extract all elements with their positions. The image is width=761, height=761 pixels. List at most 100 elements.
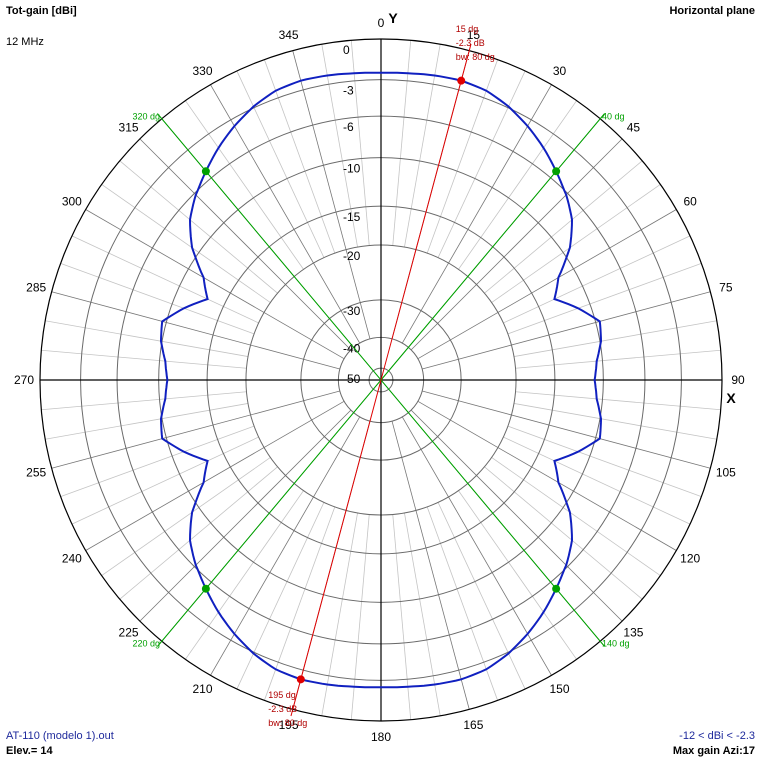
grid-spoke-major: [410, 409, 623, 622]
gain-range: -12 < dBi < -2.3: [679, 730, 755, 742]
grid-spoke-minor: [513, 403, 717, 440]
angle-label: 150: [549, 682, 569, 696]
angle-label: 240: [62, 552, 82, 566]
grid-spoke-minor: [41, 391, 247, 411]
beamwidth-label: 320 dg: [132, 111, 160, 121]
grid-spoke-minor: [119, 160, 278, 294]
grid-spoke-major: [422, 390, 711, 469]
grid-spoke-minor: [503, 436, 691, 525]
angle-label: 75: [719, 281, 733, 295]
grid-spoke-minor: [71, 436, 259, 525]
angle-label: 45: [627, 121, 641, 135]
grid-spoke-minor: [392, 40, 412, 246]
ring-label: -10: [343, 162, 361, 176]
grid-spoke-minor: [404, 44, 441, 248]
angle-label: 120: [680, 552, 700, 566]
grid-spoke-minor: [392, 514, 412, 720]
angle-label: 195: [279, 718, 299, 732]
grid-spoke-minor: [185, 490, 304, 660]
angle-label: 90: [731, 373, 745, 387]
grid-spoke-minor: [426, 506, 499, 701]
y-axis-letter: Y: [388, 10, 398, 26]
beamwidth-label: 140 dg: [602, 639, 630, 649]
grid-spoke-major: [139, 138, 352, 351]
grid-spoke-minor: [458, 100, 577, 270]
grid-spoke-major: [210, 84, 361, 344]
ring-label: 0: [343, 43, 350, 57]
ring-label: -20: [343, 249, 361, 263]
grid-spoke-minor: [458, 490, 577, 660]
grid-spoke-minor: [503, 235, 691, 324]
ring-label: -6: [343, 120, 354, 134]
angle-label: 30: [553, 64, 567, 78]
grid-spoke-minor: [101, 457, 271, 576]
grid-spoke-minor: [437, 502, 526, 690]
grid-spoke-major: [51, 390, 340, 469]
grid-spoke-minor: [513, 320, 717, 357]
ring-label: -30: [343, 304, 361, 318]
grid-spoke-minor: [350, 40, 370, 246]
grid-spoke-major: [210, 416, 361, 676]
grid-spoke-minor: [404, 512, 441, 716]
grid-spoke-minor: [71, 235, 259, 324]
grid-spoke-minor: [263, 59, 336, 254]
grid-spoke-minor: [60, 262, 255, 335]
beamwidth-marker: [201, 167, 210, 176]
lobe-gain-label: -2.3 dB: [268, 704, 297, 714]
x-axis-letter: X: [726, 390, 736, 406]
grid-spoke-major: [292, 50, 371, 339]
lobe-marker: [457, 76, 466, 85]
grid-spoke-major: [139, 409, 352, 622]
grid-spoke-major: [417, 209, 677, 360]
ring-label: -15: [343, 210, 361, 224]
grid-spoke-minor: [426, 59, 499, 254]
grid-spoke-minor: [507, 262, 702, 335]
grid-spoke-major: [51, 291, 340, 370]
angle-label: 105: [716, 465, 736, 479]
ring-label: -40: [343, 341, 361, 355]
file-name: AT-110 (modelo 1).out: [6, 730, 114, 742]
grid-spoke-minor: [491, 457, 661, 576]
lobe-marker: [296, 675, 305, 684]
lobe-angle-label: 15 dg: [456, 24, 479, 34]
grid-spoke-minor: [484, 160, 643, 294]
gain-pattern: [159, 71, 603, 689]
angle-label: 330: [192, 64, 212, 78]
angle-label: 15: [467, 28, 481, 42]
grid-spoke-major: [417, 400, 677, 551]
grid-spoke-minor: [437, 70, 526, 258]
angle-label: 345: [279, 28, 299, 42]
angle-label: 165: [463, 718, 483, 732]
angle-label: 225: [119, 625, 139, 639]
grid-spoke-minor: [236, 502, 325, 690]
grid-spoke-major: [401, 416, 552, 676]
grid-spoke-major: [422, 291, 711, 370]
grid-spoke-major: [85, 400, 345, 551]
angle-label: 300: [62, 195, 82, 209]
grid-spoke-minor: [41, 349, 247, 369]
lobe-bw-label: bw: 80 dg: [456, 52, 495, 62]
angle-label: 180: [371, 730, 391, 744]
beamwidth-marker: [201, 584, 210, 593]
lobe-angle-label: 195 dg: [268, 690, 296, 700]
grid-spoke-minor: [101, 184, 271, 303]
grid-spoke-minor: [119, 466, 278, 600]
grid-spoke-major: [391, 421, 470, 710]
grid-spoke-minor: [185, 100, 304, 270]
max-gain-label: Max gain Azi:17: [672, 745, 755, 757]
lobe-bw-label: bw: 80 dg: [268, 718, 307, 728]
frequency-label: 12 MHz: [6, 36, 44, 48]
angle-label: 60: [683, 195, 697, 209]
ring-label: -50: [343, 372, 361, 386]
grid-spoke-major: [401, 84, 552, 344]
grid-spoke-minor: [45, 403, 249, 440]
angle-label: 210: [192, 682, 212, 696]
angle-label: 270: [14, 373, 34, 387]
angle-label: 0: [378, 16, 385, 30]
beamwidth-label: 220 dg: [132, 639, 160, 649]
lobe-gain-label: -2.3 dB: [456, 38, 485, 48]
angle-label: 285: [26, 281, 46, 295]
ring-label: -3: [343, 84, 354, 98]
angle-label: 135: [623, 625, 643, 639]
